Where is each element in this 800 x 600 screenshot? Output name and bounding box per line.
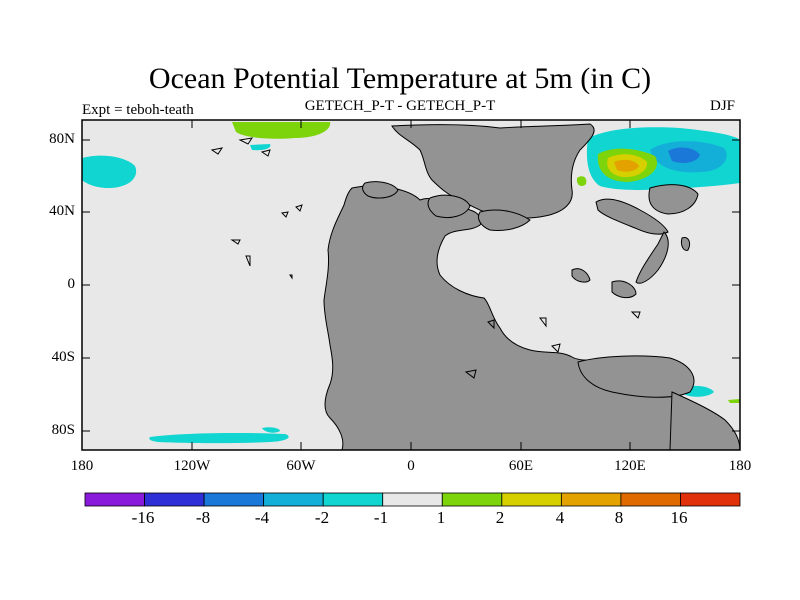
coast-island-arctic-a (210, 147, 224, 155)
xtick-label-120w: 120W (173, 458, 211, 474)
land-se-asia (611, 280, 637, 299)
xtick-label-0: 0 (407, 458, 415, 474)
coast-island-south-a (464, 369, 477, 379)
colorbar-label-m2: -2 (314, 508, 330, 527)
colorbar-label-m16: -16 (131, 508, 155, 527)
colorbar-box-7 (501, 492, 562, 507)
xtick-label-180e: 180 (728, 458, 752, 474)
colorbar-box-5 (382, 492, 443, 507)
colorbar (84, 492, 741, 507)
land-europe-island (427, 194, 471, 219)
colorbar-label-p4: 4 (555, 508, 565, 527)
coast-island-africa-a (487, 319, 495, 330)
anomaly-arctic-cyan (250, 144, 271, 151)
ytick-label-0: 0 (67, 276, 76, 292)
land-eurasia-north (391, 123, 595, 219)
coast-island-pacific-a (295, 204, 303, 212)
colorbar-box-8 (560, 492, 622, 507)
land-siberia-east (648, 184, 699, 215)
map-panel (82, 120, 740, 450)
colorbar-label-m8: -8 (195, 508, 211, 527)
coast-island-pacific-b (280, 211, 289, 218)
anomaly-layer (82, 122, 740, 444)
plot-title: Ocean Potential Temperature at 5m (in C) (148, 62, 652, 95)
colorbar-label-p8: 8 (614, 508, 624, 527)
anomaly-arctic-green (232, 122, 331, 139)
colorbar-box-2 (203, 492, 265, 507)
coast-island-pacific-d (245, 255, 251, 267)
colorbar-label-m4: -4 (254, 508, 270, 527)
coast-island-se-asia (630, 311, 641, 319)
colorbar-label-m1: -1 (373, 508, 389, 527)
coast-island-pacific-c (230, 239, 241, 245)
land-asia-strip (635, 231, 669, 284)
colorbar-label-p16: 16 (670, 508, 688, 527)
ytick-label-40s: 40S (51, 349, 75, 365)
land-antarctic-east (577, 355, 695, 398)
land-layer (323, 123, 740, 450)
anomaly-tethys-darkblue (668, 147, 700, 163)
model-label: GETECH_P-T - GETECH_P-T (304, 98, 496, 114)
colorbar-box-10 (680, 492, 741, 507)
xtick-label-120e: 120E (614, 458, 646, 474)
coast-island-africa-b (539, 317, 547, 328)
colorbar-label-p1: 1 (436, 508, 446, 527)
ytick-label-80s: 80S (51, 422, 75, 438)
colorbar-box-6 (441, 492, 503, 507)
land-sea-island-b (571, 268, 591, 283)
experiment-label: Expt = teboh-teath (82, 102, 194, 118)
xtick-label-60w: 60W (286, 458, 316, 474)
colorbar-box-1 (144, 492, 205, 507)
land-central-asia (477, 209, 531, 231)
xtick-label-180w: 180 (70, 458, 94, 474)
ytick-label-40n: 40N (49, 203, 75, 219)
colorbar-box-3 (263, 492, 324, 507)
coast-island-pacific-e (289, 274, 293, 280)
anomaly-south-pacific (149, 433, 289, 444)
land-asia-ridge (595, 198, 669, 235)
coast-island-arctic-c (260, 149, 271, 157)
ytick-label-80n: 80N (49, 131, 75, 147)
anomaly-north-pacific (82, 155, 137, 188)
land-arctic-island (362, 181, 399, 199)
anomaly-small-green (576, 176, 587, 186)
xtick-label-60e: 60E (508, 458, 534, 474)
land-sea-island-a (681, 237, 691, 251)
anomaly-southern-ocean-green (728, 399, 740, 403)
anomaly-south-pacific-spot (262, 427, 280, 433)
colorbar-box-4 (322, 492, 384, 507)
axis-ticks (82, 120, 740, 450)
colorbar-label-p2: 2 (495, 508, 505, 527)
colorbar-box-9 (620, 492, 681, 507)
colorbar-box-0 (84, 492, 145, 507)
coastline-layer (210, 137, 641, 379)
coast-island-south-b (551, 343, 561, 353)
season-label: DJF (710, 98, 736, 114)
anomaly-tethys-orange (614, 159, 639, 172)
coast-island-arctic-b (238, 137, 254, 145)
